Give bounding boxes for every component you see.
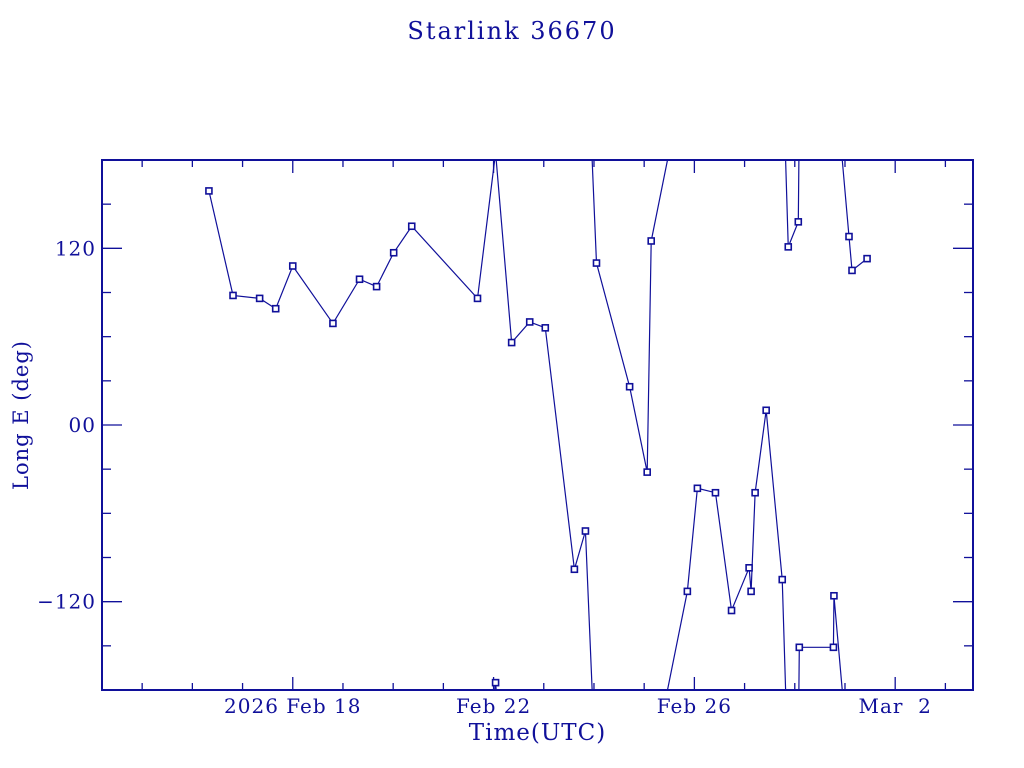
data-point-marker [288, 262, 297, 270]
data-point-marker [784, 243, 793, 251]
data-point-marker [407, 222, 416, 231]
data-point-marker [473, 294, 482, 303]
longitude-series-line [841, 160, 868, 272]
data-point-marker [747, 587, 755, 596]
data-point-marker [525, 318, 534, 326]
data-point-marker [830, 591, 838, 600]
data-point-marker [683, 587, 692, 596]
chart-title: Starlink 36670 [407, 17, 617, 45]
data-point-marker [845, 232, 853, 241]
data-point-marker [693, 484, 702, 493]
data-point-marker [778, 575, 787, 584]
plot-frame [101, 159, 974, 691]
longitude-series-line [666, 410, 787, 690]
data-point-marker [829, 643, 838, 652]
longitude-series-line [495, 160, 593, 690]
data-point-marker [592, 259, 601, 267]
x-tick-label: 2026 Feb 18 [224, 694, 361, 718]
data-point-marker [389, 248, 398, 257]
data-point-marker [205, 187, 213, 195]
longitude-series-line [208, 160, 496, 325]
data-point-marker [794, 218, 803, 226]
data-point-marker [727, 606, 736, 615]
data-point-marker [541, 324, 550, 332]
data-point-marker [507, 338, 516, 347]
data-point-marker [643, 468, 651, 476]
data-point-marker [625, 382, 634, 391]
x-tick-label: Feb 22 [456, 694, 531, 718]
longitude-series-line [591, 160, 669, 473]
data-point-marker [581, 527, 590, 535]
x-tick-label: Mar 2 [858, 694, 931, 718]
data-point-marker [711, 488, 720, 497]
data-point-marker [751, 488, 759, 497]
y-tick-label: −120 [37, 590, 96, 614]
data-point-marker [271, 304, 280, 313]
x-tick-label: Feb 26 [657, 694, 732, 718]
data-point-marker [329, 319, 337, 328]
data-point-marker [372, 282, 381, 291]
data-point-marker [491, 678, 500, 687]
data-point-marker [255, 294, 264, 303]
data-point-marker [229, 291, 237, 300]
data-point-marker [848, 266, 856, 275]
longitude-series-line [785, 160, 800, 248]
data-point-marker [863, 254, 871, 263]
data-point-marker [355, 275, 364, 284]
y-tick-label: 00 [69, 413, 96, 437]
data-point-marker [570, 565, 579, 574]
longitude-series-line [798, 595, 843, 690]
x-axis-title: Time(UTC) [468, 720, 607, 746]
data-point-marker [745, 564, 753, 572]
data-point-marker [762, 406, 770, 415]
y-tick-label: 120 [55, 236, 96, 260]
data-point-marker [795, 643, 804, 652]
data-point-marker [647, 237, 656, 245]
